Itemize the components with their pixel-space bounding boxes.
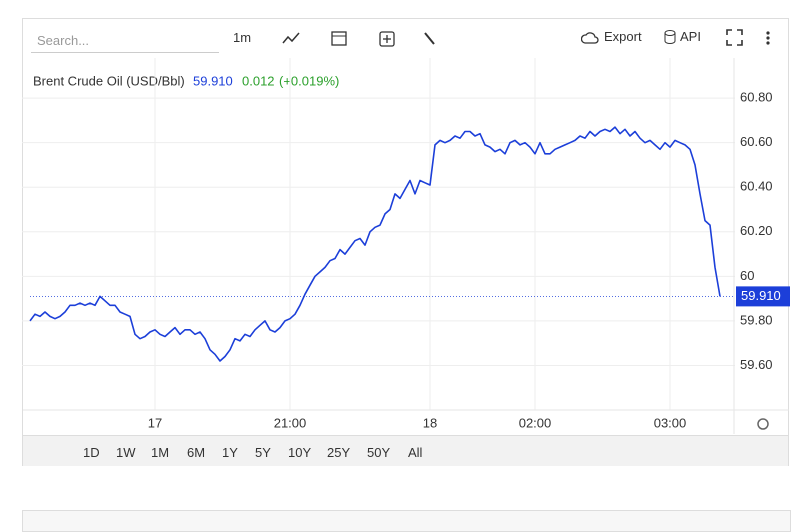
range-button[interactable]: 1D bbox=[83, 445, 100, 460]
range-button[interactable]: All bbox=[408, 445, 423, 460]
settings-icon[interactable] bbox=[757, 418, 769, 430]
search-input[interactable]: Search... bbox=[31, 31, 219, 53]
x-tick-label: 02:00 bbox=[519, 415, 552, 430]
range-button[interactable]: 6M bbox=[187, 445, 206, 460]
range-bar: 1D 1W 1M 6M 1Y 5Y 10Y 25Y 50Y All bbox=[23, 435, 788, 466]
tools-icon[interactable] bbox=[424, 32, 435, 45]
last-price-label: 59.910 bbox=[741, 288, 781, 303]
range-button[interactable]: 5Y bbox=[255, 445, 271, 460]
y-tick-label: 59.80 bbox=[740, 312, 773, 327]
price: 59.910 bbox=[193, 73, 233, 88]
chart-title: Brent Crude Oil (USD/Bbl) bbox=[33, 73, 185, 88]
last-price-badge bbox=[736, 286, 790, 307]
calendar-icon[interactable] bbox=[331, 31, 347, 46]
range-button[interactable]: 25Y bbox=[327, 445, 351, 460]
interval-button[interactable]: 1m bbox=[233, 30, 252, 45]
export-icon[interactable] bbox=[581, 30, 599, 46]
y-tick-label: 60.80 bbox=[740, 90, 773, 105]
x-tick-label: 03:00 bbox=[654, 415, 687, 430]
y-tick-label: 59.60 bbox=[740, 357, 773, 372]
change: 0.012 bbox=[242, 73, 275, 88]
x-tick-label: 18 bbox=[423, 415, 437, 430]
chart-widget: Search... 1m Export API 1D 1W 1M 6M 1Y 5Y 10Y 2… bbox=[22, 18, 789, 466]
range-button[interactable]: 10Y bbox=[288, 445, 312, 460]
x-tick-label: 21:00 bbox=[274, 415, 307, 430]
range-button[interactable]: 1W bbox=[116, 445, 136, 460]
y-tick-label: 60 bbox=[740, 268, 754, 283]
y-tick-label: 60.20 bbox=[740, 223, 773, 238]
y-tick-label: 60.40 bbox=[740, 179, 773, 194]
menu-icons bbox=[726, 29, 770, 46]
more-icon[interactable] bbox=[766, 31, 770, 35]
range-button[interactable]: 1M bbox=[151, 445, 170, 460]
api-button[interactable]: API bbox=[680, 29, 701, 44]
toolbar-icons bbox=[282, 31, 435, 47]
add-icon[interactable] bbox=[379, 31, 395, 47]
change-pct: (+0.019%) bbox=[279, 73, 339, 88]
range-button[interactable]: 50Y bbox=[367, 445, 391, 460]
panel bbox=[22, 510, 791, 532]
chart: Brent Crude Oil (USD/Bbl) 59.910 0.012 (… bbox=[22, 58, 790, 434]
api-icon[interactable] bbox=[663, 29, 677, 45]
price-line bbox=[29, 126, 721, 362]
x-tick-label: 17 bbox=[148, 415, 162, 430]
export-button[interactable]: Export bbox=[604, 29, 642, 44]
fullscreen-icon[interactable] bbox=[726, 29, 743, 46]
line-icon[interactable] bbox=[282, 32, 300, 44]
range-button[interactable]: 1Y bbox=[222, 445, 238, 460]
y-tick-label: 60.60 bbox=[740, 134, 773, 149]
